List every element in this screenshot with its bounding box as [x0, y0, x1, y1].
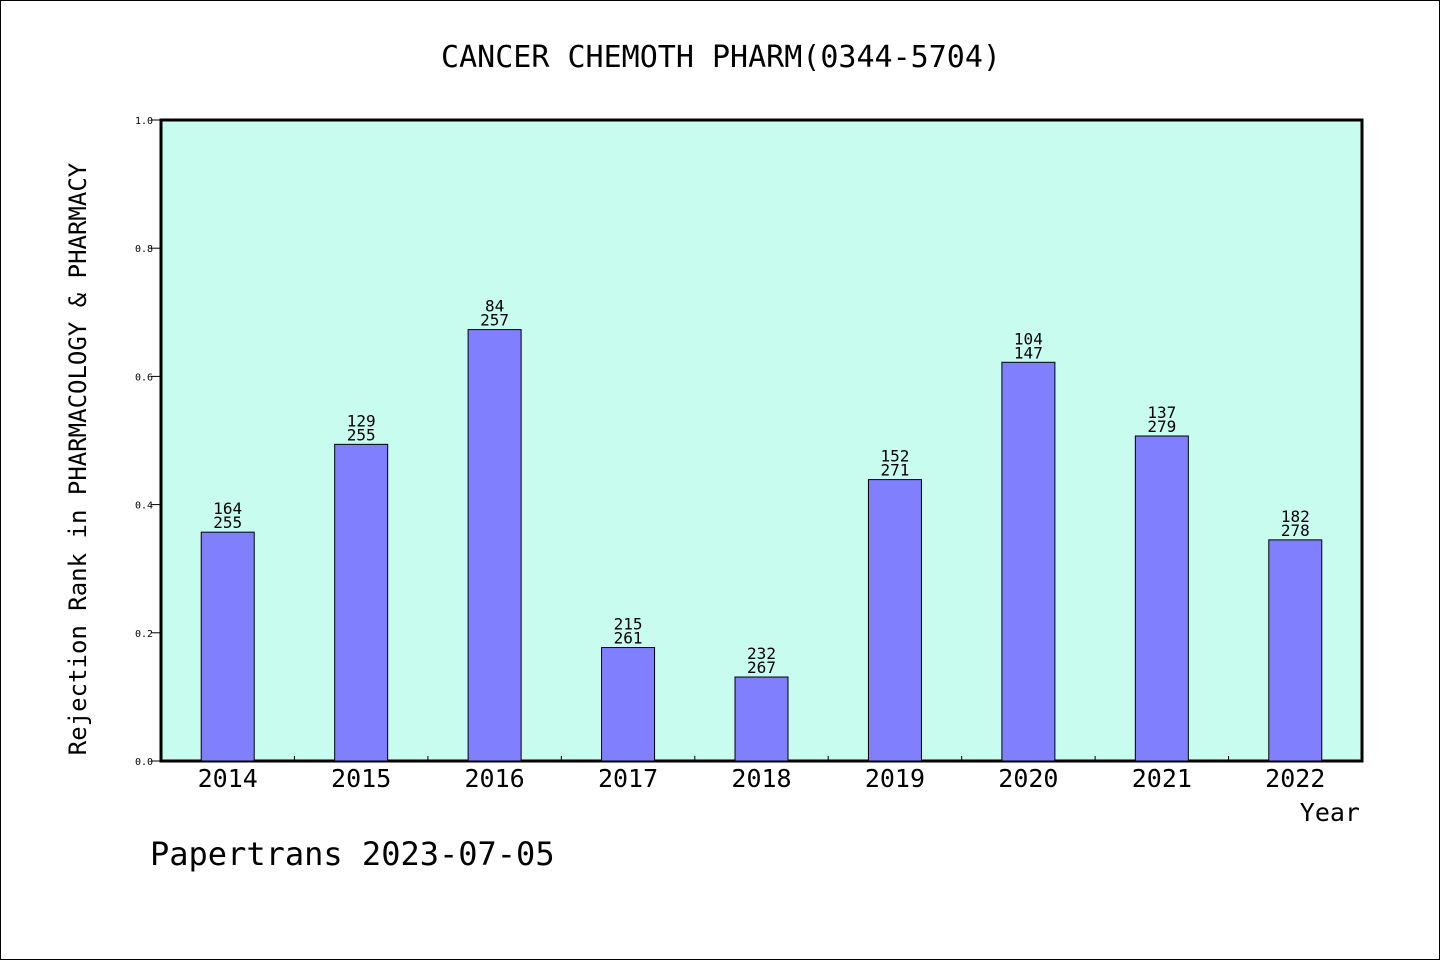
y-tick-label: 0.6	[135, 372, 153, 383]
bar-label-total: 257	[480, 311, 509, 330]
bar-label-rank: 152	[880, 447, 909, 466]
bar-labels: 1642551292558425721526123226715227110414…	[213, 297, 1309, 677]
bar-label-total: 261	[614, 629, 643, 648]
bar-2014	[200, 531, 255, 762]
x-tick-label: 2016	[465, 764, 525, 793]
bar-2015	[334, 443, 389, 762]
bar-label-total: 279	[1147, 417, 1176, 436]
y-tick-label: 0.2	[135, 629, 153, 640]
bar-label-rank: 129	[347, 411, 376, 430]
x-tick-label: 2014	[198, 764, 258, 793]
y-axis: 0.0 0.2 0.4 0.6 0.8 1.0	[135, 116, 161, 768]
x-tick-label: 2020	[998, 764, 1058, 793]
y-tick-label: 0.8	[135, 244, 153, 255]
footer-text: Papertrans 2023-07-05	[150, 835, 555, 873]
bar-label-total: 267	[747, 658, 776, 677]
bar-label-total: 255	[347, 425, 376, 444]
bar-2019	[867, 479, 922, 762]
x-tick-label: 2019	[865, 764, 925, 793]
x-tick-label: 2021	[1132, 764, 1192, 793]
x-tick-label: 2015	[331, 764, 391, 793]
y-tick-label: 0.0	[135, 757, 153, 768]
bar-label-total: 271	[880, 461, 909, 480]
y-tick-label: 0.4	[135, 501, 153, 512]
x-axis: 2014 2015 2016 2017 2018 2019 2020 2021 2022	[198, 756, 1325, 793]
bar-2018	[734, 676, 789, 762]
x-tick-label: 2022	[1265, 764, 1325, 793]
bar-2016	[467, 329, 522, 762]
x-tick-label: 2017	[598, 764, 658, 793]
bar-2021	[1134, 435, 1189, 762]
bar-label-total: 278	[1281, 521, 1310, 540]
bar-label-rank: 84	[485, 297, 504, 316]
bar-label-rank: 137	[1147, 403, 1176, 422]
bar-2017	[601, 647, 656, 762]
bar-label-rank: 215	[614, 615, 643, 634]
bar-label-total: 147	[1014, 343, 1043, 362]
bar-label-rank: 182	[1281, 507, 1310, 526]
y-tick-label: 1.0	[135, 116, 153, 127]
bar-label-total: 255	[213, 513, 242, 532]
y-axis-label: Rejection Rank in PHARMACOLOGY & PHARMAC…	[64, 162, 92, 755]
bar-2020	[1001, 361, 1056, 762]
bar-label-rank: 232	[747, 644, 776, 663]
bar-label-rank: 104	[1014, 329, 1043, 348]
x-axis-label: Year	[1300, 798, 1360, 827]
chart-title: CANCER CHEMOTH PHARM(0344-5704)	[441, 40, 1001, 75]
x-tick-label: 2018	[731, 764, 791, 793]
bar-label-rank: 164	[213, 499, 242, 518]
bar-2022	[1268, 539, 1323, 762]
bars	[200, 329, 1323, 762]
